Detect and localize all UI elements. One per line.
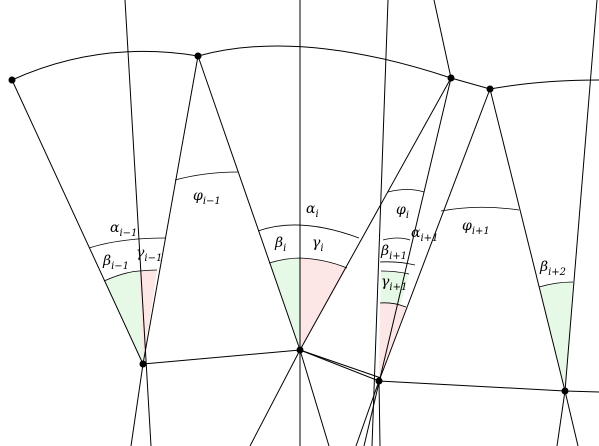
- angle-arcs: [88, 171, 574, 308]
- top-arc: [11, 45, 599, 90]
- gamma-sector-i-minus-1: [139, 270, 157, 364]
- node-6: [296, 346, 304, 354]
- bottom-polyline: [142, 349, 599, 393]
- node-7: [375, 377, 383, 385]
- shaded-sectors: [104, 258, 573, 391]
- nodes: [8, 52, 569, 395]
- node-2: [194, 52, 202, 60]
- beta-sector-i-plus-2: [539, 282, 573, 391]
- node-4: [486, 85, 494, 93]
- label-phi-i-plus-1: φi+1: [462, 218, 490, 237]
- label-alpha-i: αi: [306, 201, 319, 220]
- gamma-sector-i-plus-1: [379, 302, 406, 381]
- label-beta-i-plus-2: βi+2: [539, 259, 566, 278]
- label-phi-i: φi: [396, 202, 409, 221]
- gamma-sector-i: [300, 258, 347, 350]
- label-beta-i: βi: [274, 235, 286, 254]
- label-gamma-i-minus-1: γi−1: [136, 245, 162, 264]
- label-alpha-i-minus-1: αi−1: [110, 220, 137, 239]
- label-alpha-i-plus-1: αi+1: [411, 225, 438, 244]
- angle-labels: αi−1 βi−1 γi−1 φi−1 αi βi γi φi αi+1 βi+…: [102, 188, 566, 293]
- label-gamma-i: γi: [312, 235, 324, 254]
- label-beta-i-plus-1: βi+1: [380, 243, 407, 262]
- label-beta-i-minus-1: βi−1: [102, 253, 129, 272]
- construction-lines: [11, 0, 599, 446]
- label-gamma-i-plus-1: γi+1: [381, 274, 407, 293]
- node-3: [447, 74, 455, 82]
- label-phi-i-minus-1: φi−1: [193, 188, 221, 207]
- node-5: [139, 360, 147, 368]
- node-1: [8, 76, 16, 84]
- node-8: [561, 387, 569, 395]
- beta-sector-i-minus-1: [104, 271, 143, 364]
